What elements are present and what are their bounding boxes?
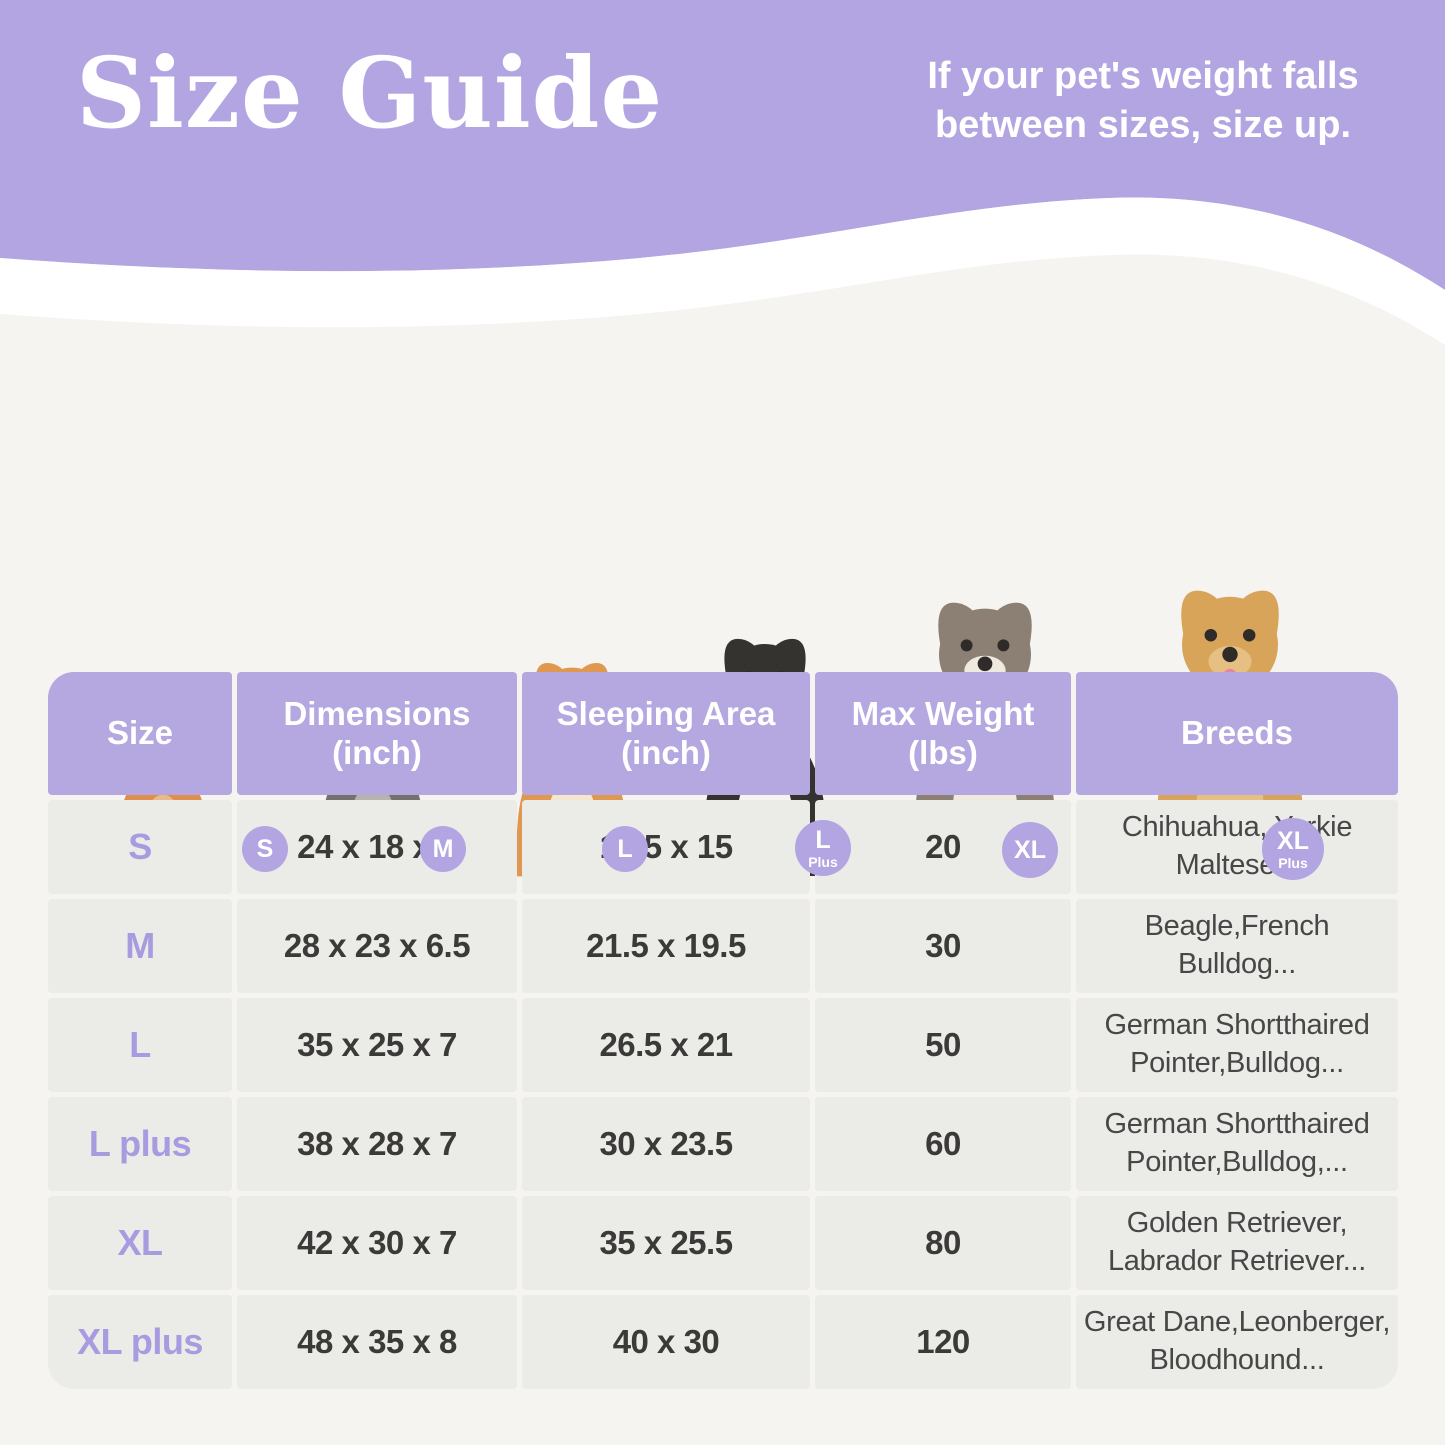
size-badge-m: M <box>420 826 466 872</box>
table-cell-sleeping-area: 30 x 23.5 <box>522 1097 810 1191</box>
table-cell-breeds: Chihuahua, Yorkie Maltese... <box>1076 800 1398 894</box>
column-header-breeds: Breeds <box>1076 672 1398 795</box>
table-cell-max-weight: 80 <box>815 1196 1071 1290</box>
column-header-max-weight: Max Weight (lbs) <box>815 672 1071 795</box>
badge-label: M <box>432 834 454 863</box>
size-table: Size Dimensions (inch) Sleeping Area (in… <box>48 672 1398 1389</box>
table-cell-sleeping-area: 26.5 x 21 <box>522 998 810 1092</box>
table-cell-size: M <box>48 899 232 993</box>
banner-white-wave-band <box>0 197 1445 345</box>
badge-label: S <box>256 834 274 863</box>
size-badge-s: S <box>242 826 288 872</box>
table-cell-max-weight: 60 <box>815 1097 1071 1191</box>
table-cell-size: XL <box>48 1196 232 1290</box>
table-cell-breeds: Great Dane,Leonberger, Bloodhound... <box>1076 1295 1398 1389</box>
banner-purple-shape <box>0 0 1445 290</box>
table-cell-breeds: German Shortthaired Pointer,Bulldog,... <box>1076 1097 1398 1191</box>
table-cell-breeds: Golden Retriever, Labrador Retriever... <box>1076 1196 1398 1290</box>
column-header-sleeping-area: Sleeping Area (inch) <box>522 672 810 795</box>
size-badge-xl-plus: XL Plus <box>1262 818 1324 880</box>
table-cell-dimensions: 42 x 30 x 7 <box>237 1196 517 1290</box>
column-header-size: Size <box>48 672 232 795</box>
badge-label: XL <box>1277 826 1309 855</box>
table-cell-max-weight: 30 <box>815 899 1071 993</box>
size-badge-xl: XL <box>1002 822 1058 878</box>
badge-sublabel: Plus <box>1278 854 1308 871</box>
badge-label: L <box>617 834 633 863</box>
table-cell-dimensions: 28 x 23 x 6.5 <box>237 899 517 993</box>
badge-sublabel: Plus <box>808 853 838 870</box>
table-cell-size: L <box>48 998 232 1092</box>
badge-label: L <box>815 825 831 854</box>
table-cell-breeds: Beagle,French Bulldog... <box>1076 899 1398 993</box>
dog-lineup: S M L <box>0 230 1445 880</box>
size-badge-l-plus: L Plus <box>795 820 851 876</box>
table-cell-sleeping-area: 40 x 30 <box>522 1295 810 1389</box>
size-badge-l: L <box>602 826 648 872</box>
table-cell-dimensions: 35 x 25 x 7 <box>237 998 517 1092</box>
column-header-dimensions: Dimensions (inch) <box>237 672 517 795</box>
table-cell-sleeping-area: 35 x 25.5 <box>522 1196 810 1290</box>
table-cell-max-weight: 120 <box>815 1295 1071 1389</box>
table-cell-max-weight: 50 <box>815 998 1071 1092</box>
sizing-note: If your pet's weight falls between sizes… <box>927 55 1359 146</box>
table-cell-sleeping-area: 18.5 x 15 <box>522 800 810 894</box>
table-cell-size: S <box>48 800 232 894</box>
table-cell-breeds: German Shortthaired Pointer,Bulldog... <box>1076 998 1398 1092</box>
table-cell-dimensions: 38 x 28 x 7 <box>237 1097 517 1191</box>
table-cell-size: L plus <box>48 1097 232 1191</box>
table-cell-sleeping-area: 21.5 x 19.5 <box>522 899 810 993</box>
table-cell-size: XL plus <box>48 1295 232 1389</box>
table-cell-dimensions: 48 x 35 x 8 <box>237 1295 517 1389</box>
banner-wave-background <box>0 0 1445 345</box>
badge-label: XL <box>1014 835 1046 864</box>
page-title: Size Guide <box>76 36 664 150</box>
